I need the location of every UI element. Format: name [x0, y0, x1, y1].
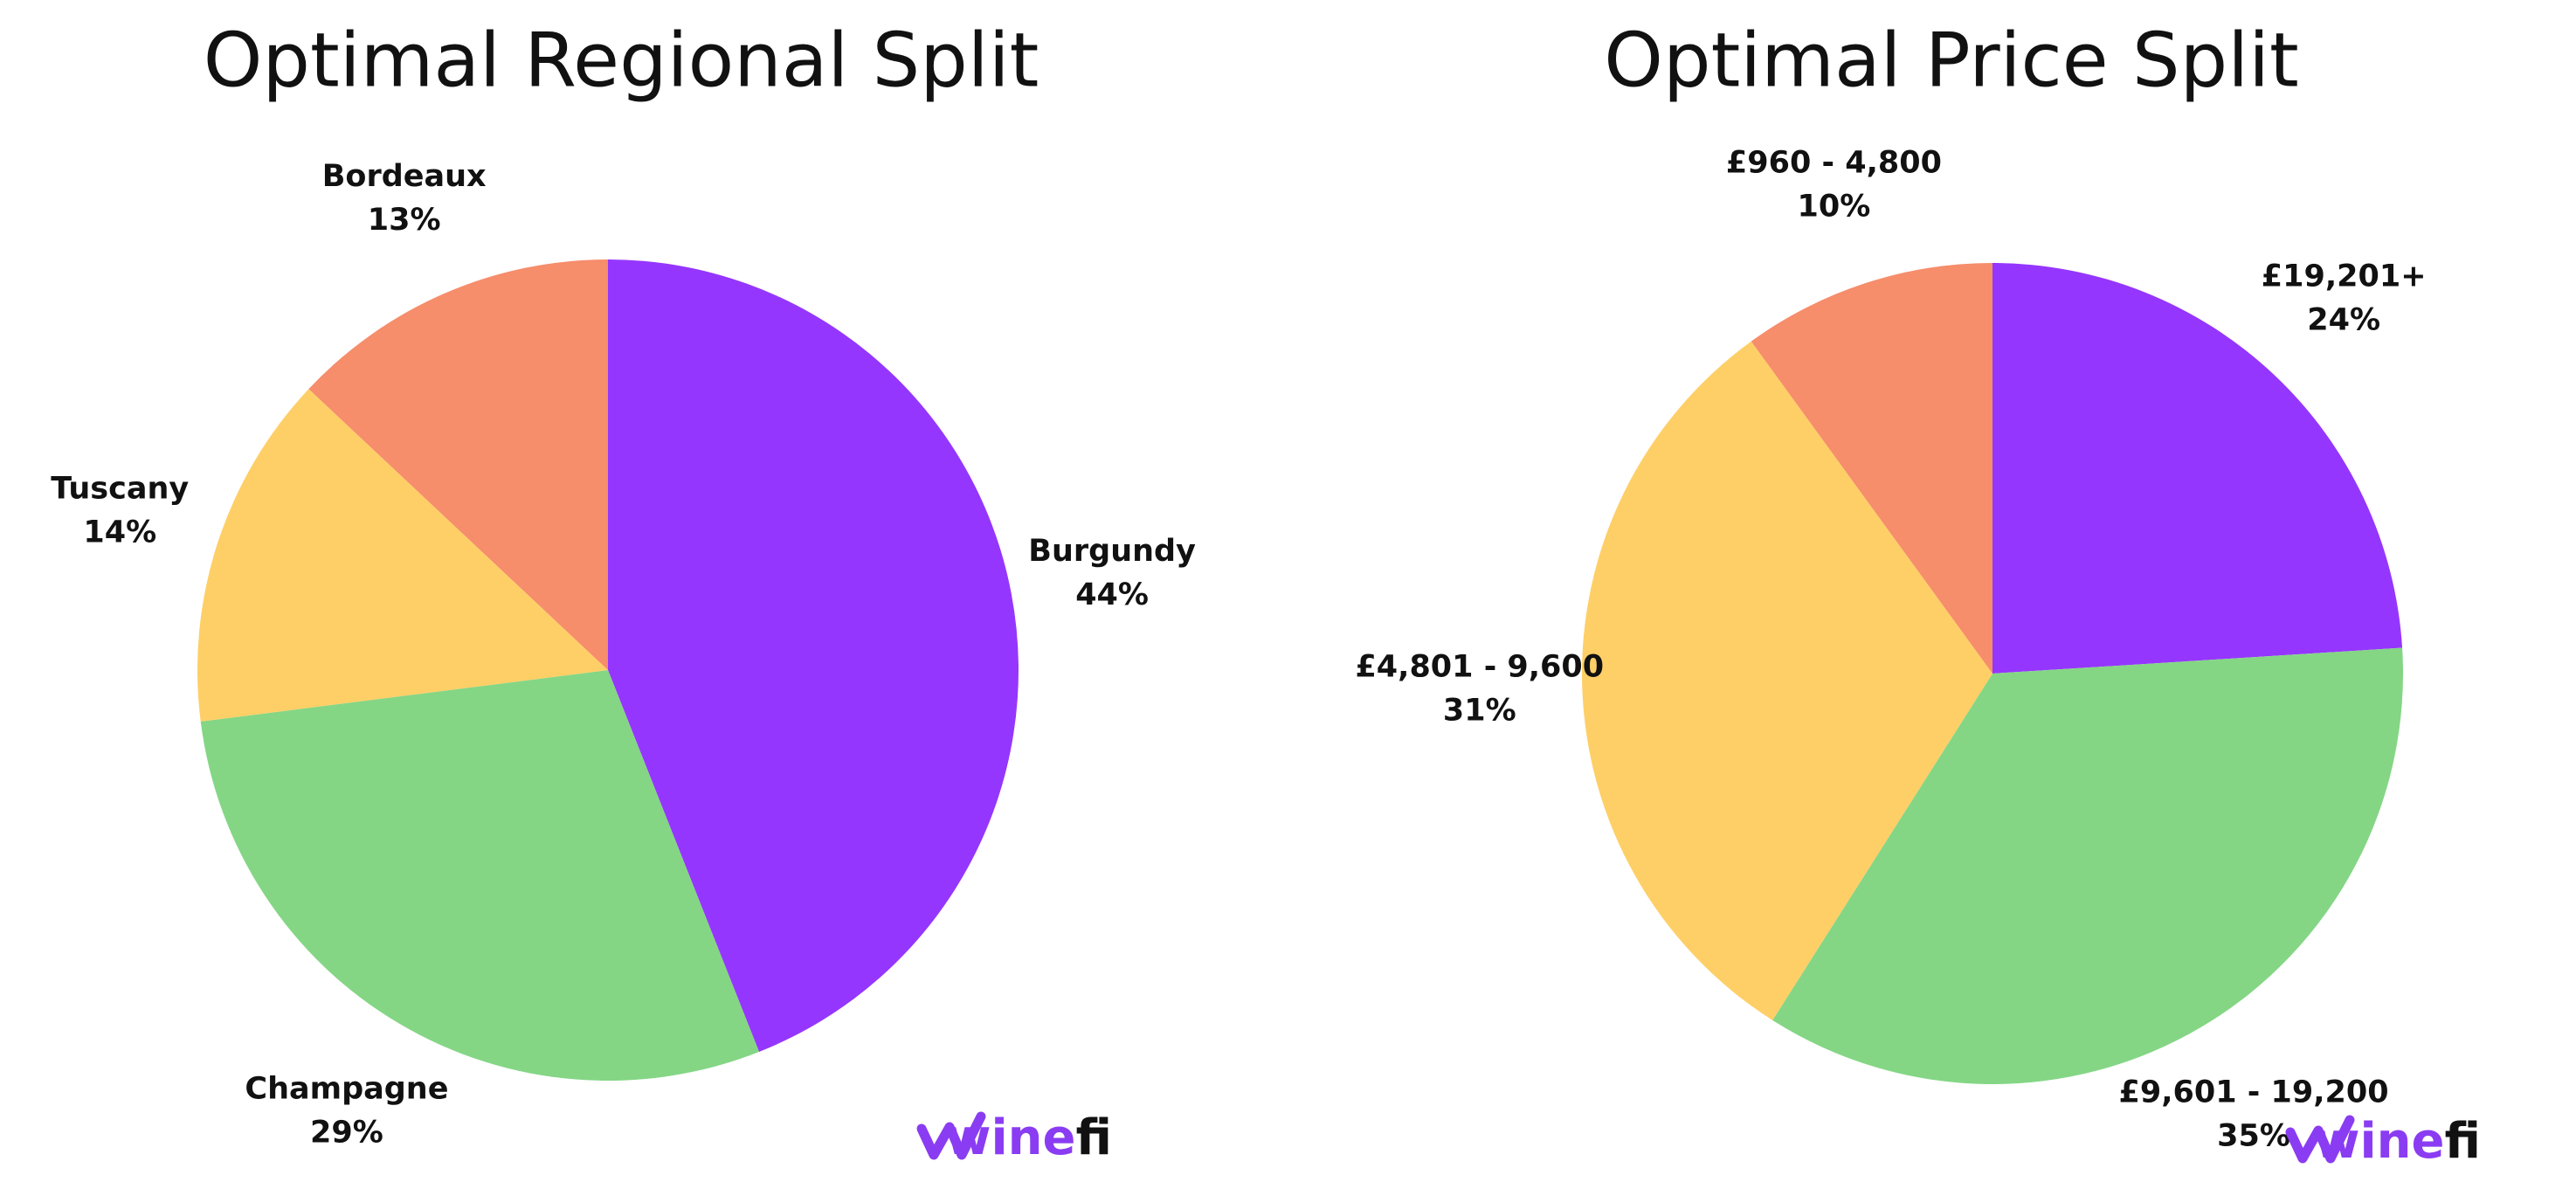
pie-chart: Optimal Price Split £19,201+ 24% £9,601 - 1… [1355, 17, 2426, 1153]
pie-slice [308, 259, 608, 670]
logo-text-part: wine [2315, 1113, 2445, 1170]
slice-label: £9,601 - 19,200 [2119, 1075, 2389, 1110]
pie-chart: Optimal Regional Split Burgundy 44% Champag… [51, 17, 1196, 1150]
slice-label: Tuscany [51, 471, 189, 506]
pie-slice [1751, 263, 1992, 674]
logo: winefi [2285, 1113, 2481, 1170]
slice-value-label: 29% [310, 1116, 383, 1151]
slice-value-label: 31% [1443, 693, 1516, 728]
slice-label: Champagne [245, 1072, 448, 1107]
slice-value-label: 35% [2217, 1119, 2290, 1154]
pie-slice [1992, 263, 2403, 674]
slice-label: Burgundy [1028, 534, 1196, 569]
slice-value-label: 44% [1075, 577, 1149, 612]
slice-value-label: 10% [1798, 189, 1871, 224]
slice-label: £960 - 4,800 [1726, 145, 1942, 180]
logo-text: winefi [2315, 1113, 2481, 1170]
logo-text-part: fi [2444, 1113, 2481, 1170]
logo-text-part: wine [946, 1109, 1076, 1166]
slice-value-label: 24% [2307, 303, 2380, 338]
chart-title: Optimal Price Split [1604, 17, 2298, 104]
logo: winefi [916, 1109, 1112, 1166]
pie-slice [1582, 341, 1992, 1020]
pie-slice [200, 670, 760, 1081]
pie-slice [1772, 647, 2403, 1084]
logo-icon [2285, 1115, 2355, 1164]
pie-slice [608, 259, 1019, 1052]
chart-title: Optimal Regional Split [204, 17, 1039, 104]
logo-text-part: fi [1075, 1109, 1112, 1166]
pie-slice [197, 389, 608, 722]
slice-value-label: 14% [83, 515, 156, 550]
slice-label: £19,201+ [2262, 259, 2427, 294]
logo-text: winefi [946, 1109, 1112, 1166]
logo-icon [916, 1111, 986, 1160]
slice-label: Bordeaux [322, 159, 487, 194]
slice-value-label: 13% [368, 203, 441, 238]
slice-label: £4,801 - 9,600 [1355, 649, 1604, 684]
